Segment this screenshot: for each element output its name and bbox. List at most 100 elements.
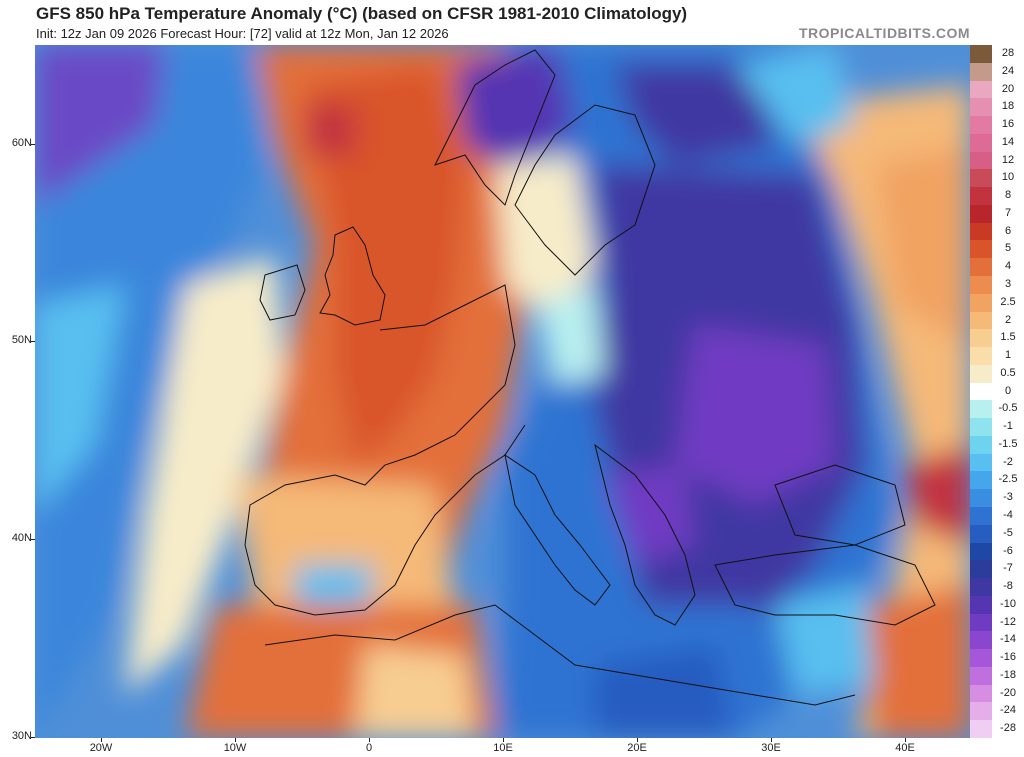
anomaly-field [35,45,970,738]
x-label: 0 [365,742,373,754]
legend-label: -1.5 [998,437,1018,450]
legend-swatch [970,258,992,277]
y-label: 30N [11,730,32,742]
legend-swatch [970,560,992,579]
map-subtitle: Init: 12z Jan 09 2026 Forecast Hour: [72… [36,26,449,41]
legend-swatch [970,542,992,561]
legend-label: 8 [1004,189,1012,202]
x-tick [771,738,772,742]
x-label: 40E [895,742,915,754]
x-tick [235,738,236,742]
y-label: 60N [11,137,32,149]
x-label: 10W [223,742,247,754]
y-tick [31,144,35,145]
legend-label: -24 [1000,704,1016,717]
x-tick [637,738,638,742]
legend-label: 7 [1004,206,1012,219]
x-label: 20E [627,742,647,754]
legend-swatch [970,489,992,508]
legend-swatch [970,364,992,384]
legend-label: -1 [1003,420,1013,433]
legend-swatch [970,649,992,668]
legend-swatch [970,222,992,241]
legend-swatch [970,400,992,419]
legend-swatch [970,151,992,170]
map-title: GFS 850 hPa Temperature Anomaly (°C) (ba… [36,4,688,23]
legend-swatch [970,116,992,135]
legend-swatch [970,329,992,348]
legend-label: 2 [1004,313,1012,326]
legend-label: 28 [1001,47,1015,59]
legend-label: -6 [1003,544,1013,557]
legend-label: -28 [1000,722,1016,735]
legend-swatch [970,471,992,490]
legend-label: -16 [1000,651,1016,664]
legend-swatch [970,98,992,117]
legend-label: -12 [1000,615,1016,628]
y-label: 50N [11,334,32,346]
legend-label: -5 [1003,526,1013,539]
legend-swatch [970,453,992,472]
legend-swatch [970,666,992,686]
legend-swatch [970,240,992,259]
y-tick [31,737,35,738]
legend-swatch [970,684,992,703]
legend-label: 1 [1004,349,1012,362]
legend-label: 20 [1001,82,1015,95]
legend-swatch [970,613,992,632]
legend-label: -2 [1003,455,1013,468]
legend-swatch [970,311,992,330]
x-label: 10E [493,742,513,754]
y-tick [31,539,35,540]
legend-swatch [970,204,992,224]
legend-swatch [970,45,992,64]
legend-label: -20 [1000,686,1016,699]
legend-label: 5 [1004,242,1012,255]
legend-label: -8 [1003,580,1013,593]
legend-label: -0.5 [998,402,1018,415]
legend-swatch [970,187,992,206]
brand-watermark: TROPICALTIDBITS.COM [798,25,970,41]
y-label: 40N [11,532,32,544]
legend-label: 12 [1001,153,1015,166]
y-tick [31,341,35,342]
legend-swatch [970,418,992,437]
legend-label: -14 [1000,633,1016,646]
legend-swatch [970,702,992,721]
legend-label: 16 [1001,118,1015,131]
legend-label: 4 [1004,260,1012,273]
anomaly-map [35,45,970,738]
legend-label: -4 [1003,509,1013,521]
legend-swatch [970,276,992,295]
legend-label: -7 [1003,562,1013,575]
legend-label: 1.5 [1000,331,1016,344]
legend-label: 6 [1004,224,1012,237]
legend-swatch [970,382,992,401]
legend-label: 10 [1001,171,1015,184]
coastlines [244,49,936,706]
legend-swatch [970,631,992,650]
x-tick [503,738,504,742]
legend-label: 2.5 [1000,295,1016,308]
x-tick [101,738,102,742]
legend-label: -3 [1003,491,1013,504]
x-label: 20W [89,742,113,754]
legend-swatch [970,62,992,82]
legend-label: 3 [1004,278,1012,290]
legend-label: 0.5 [1000,366,1016,379]
legend-swatch [970,578,992,597]
x-tick [369,738,370,742]
legend-label: 0 [1004,384,1012,397]
x-label: 30E [761,742,781,754]
legend-swatch [970,435,992,455]
legend-swatch [970,595,992,615]
legend-label: -2.5 [998,473,1018,486]
legend-label: 18 [1001,100,1015,113]
legend-label: -18 [1000,668,1016,681]
legend-swatch [970,720,992,739]
legend-swatch [970,293,992,313]
color-legend: 28 24 20 18 16 14 12 10 8 7 6 5 4 3 2.5 2 1.5 1 0.5 0 -0.5 -1… [970,45,1017,739]
x-tick [905,738,906,742]
legend-swatch [970,133,992,153]
legend-label: 24 [1001,64,1015,77]
